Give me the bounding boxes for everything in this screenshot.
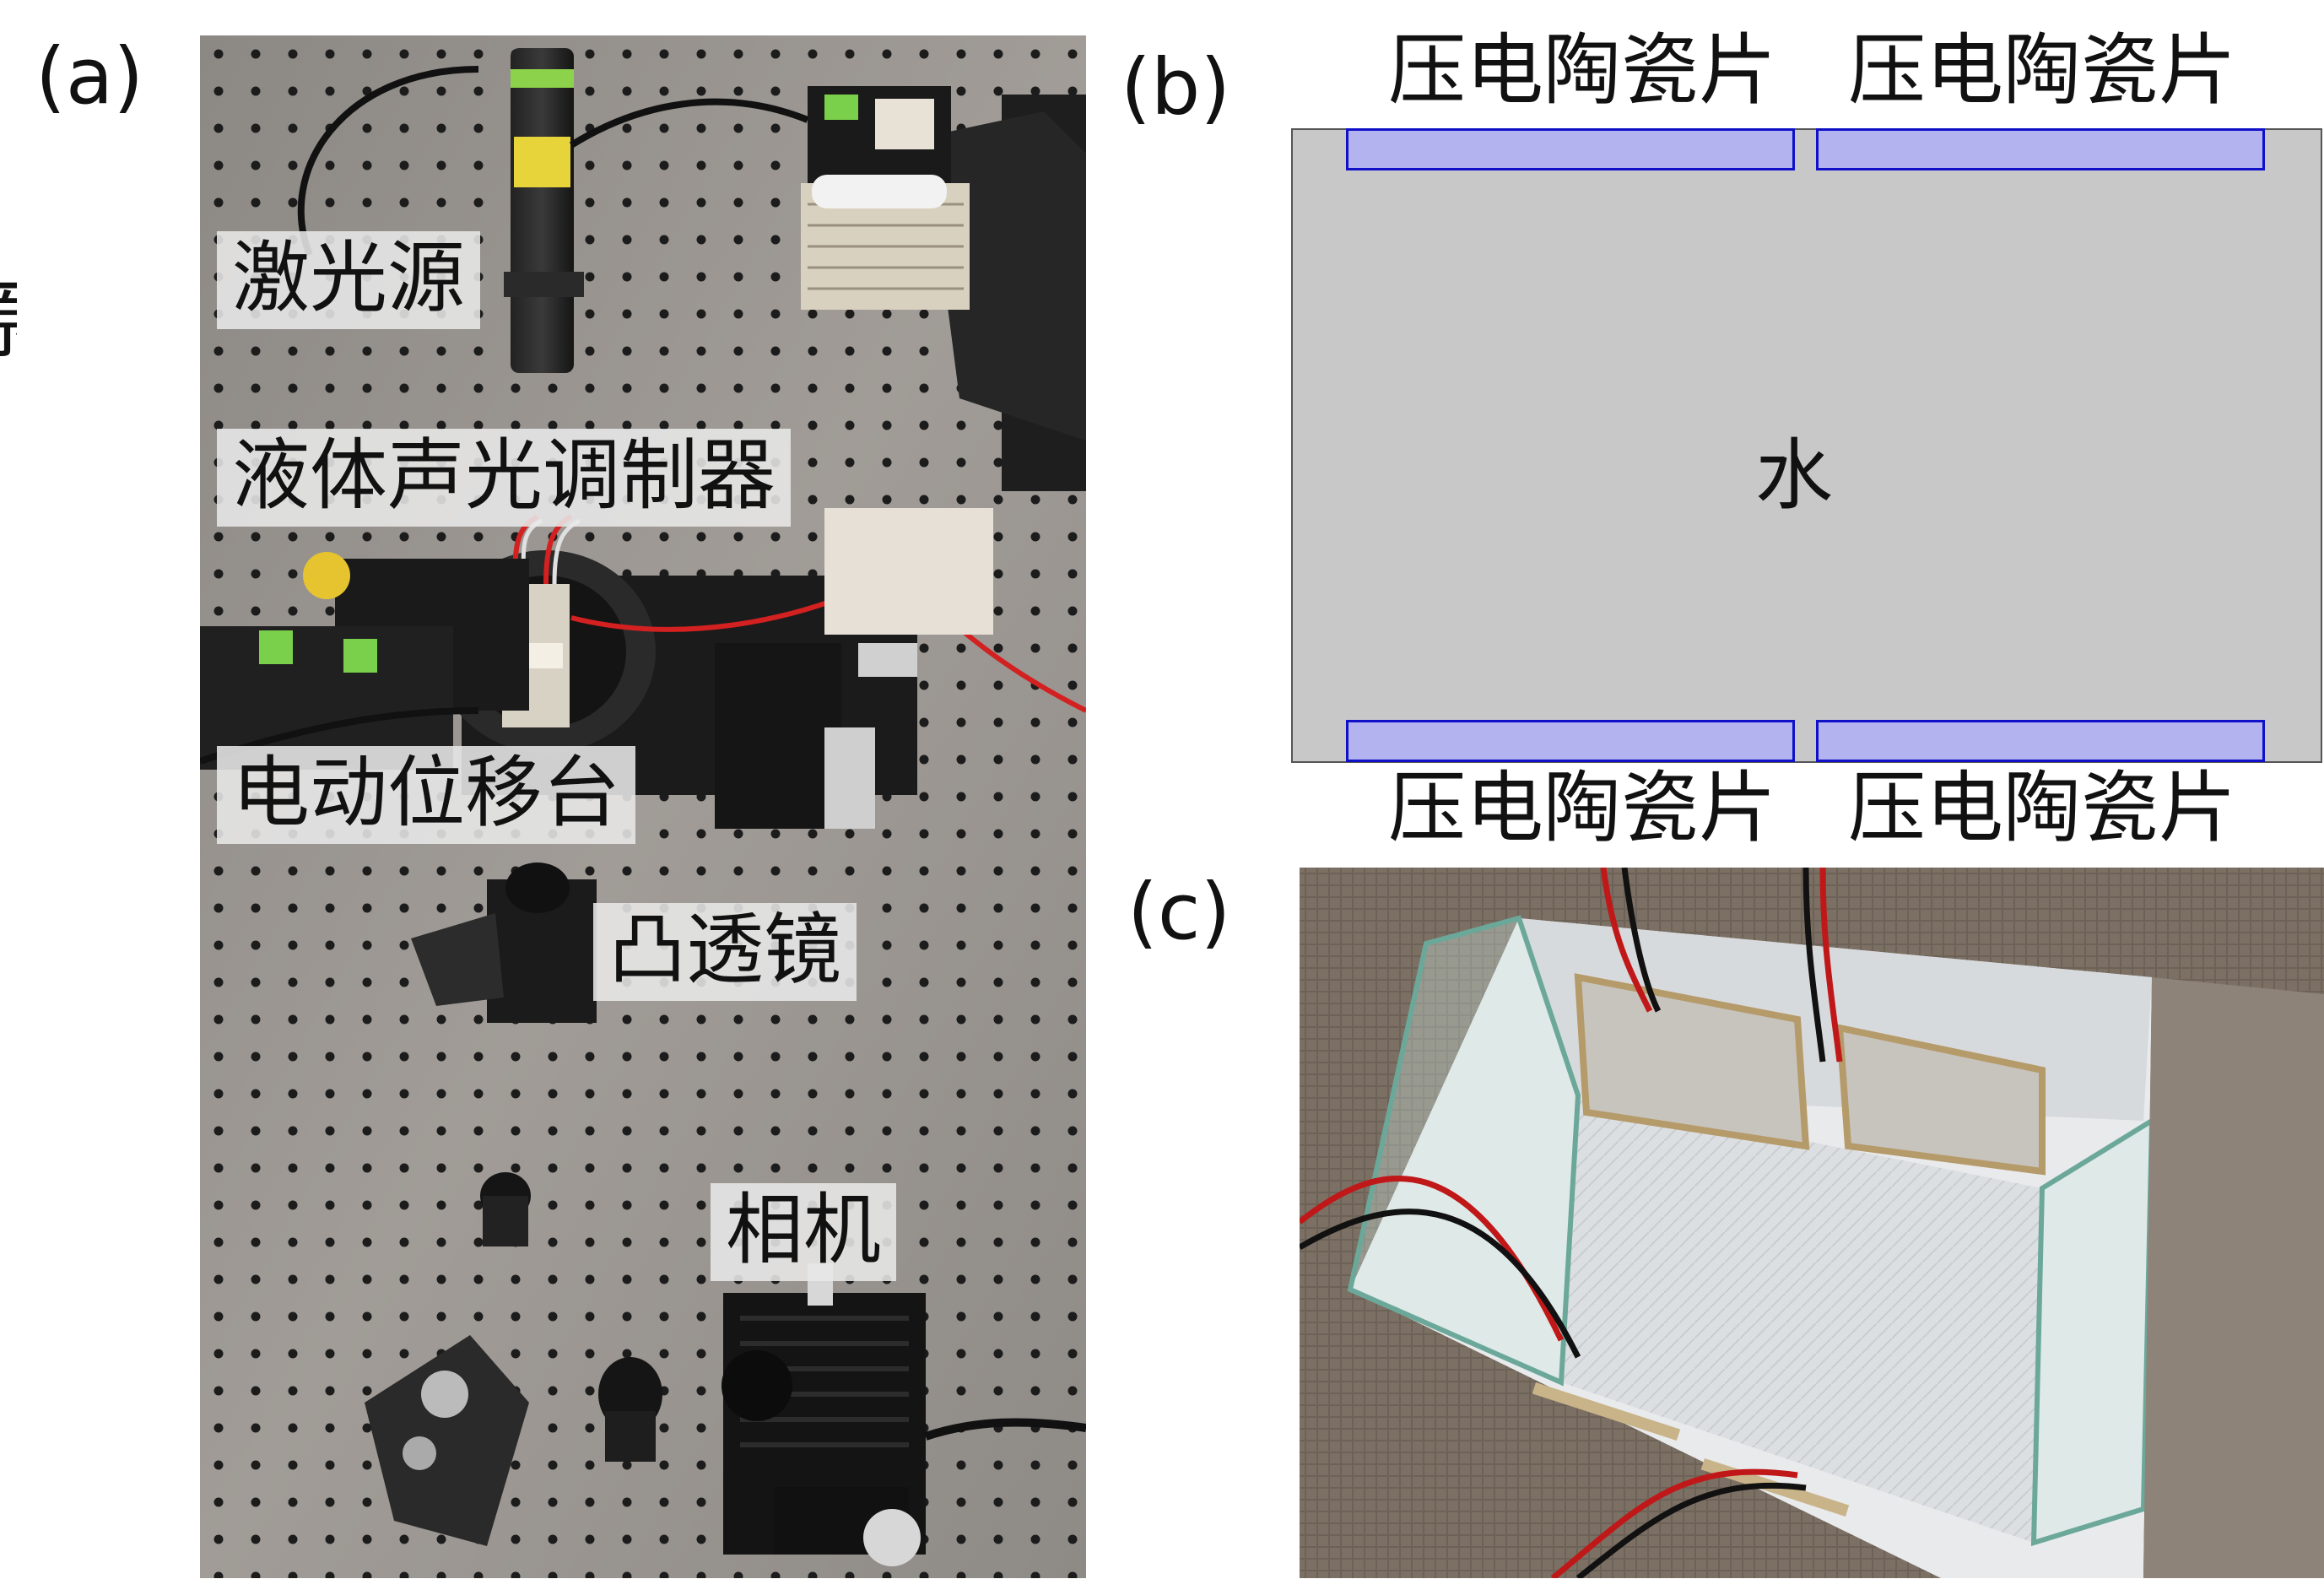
piezo-plate-bottom-left [1346, 720, 1795, 762]
panel-c-label: (c) [1127, 867, 1231, 957]
piezo-plate-bottom-right [1816, 720, 2265, 762]
panel-b-label: (b) [1121, 42, 1231, 132]
panel-a-label: (a) [35, 31, 144, 122]
water-chamber [1291, 128, 2322, 763]
label-camera: 相机 [711, 1183, 897, 1281]
label-laser-source: 激光源 [217, 231, 481, 329]
tank-photo [1300, 868, 2324, 1578]
label-motorized-stage: 电动位移台 [217, 746, 636, 844]
piezo-top-left-label: 压电陶瓷片 [1388, 25, 1777, 116]
piezo-plate-top-left [1346, 128, 1795, 170]
label-liquid-aom: 液体声光调制器 [217, 429, 792, 527]
piezo-top-right-label: 压电陶瓷片 [1848, 25, 2237, 116]
water-label: 水 [1755, 430, 1834, 521]
label-convex-lens: 凸透镜 [593, 903, 857, 1001]
piezo-plate-top-right [1816, 128, 2265, 170]
piezo-bottom-right-label: 压电陶瓷片 [1848, 763, 2237, 853]
piezo-bottom-left-label: 压电陶瓷片 [1388, 763, 1777, 853]
panel-a-photo: 激光源 液体声光调制器 电动位移台 凸透镜 相机 [200, 35, 1086, 1578]
stray-glyph: 源 [0, 278, 17, 363]
panel-c-photo [1300, 868, 2324, 1578]
